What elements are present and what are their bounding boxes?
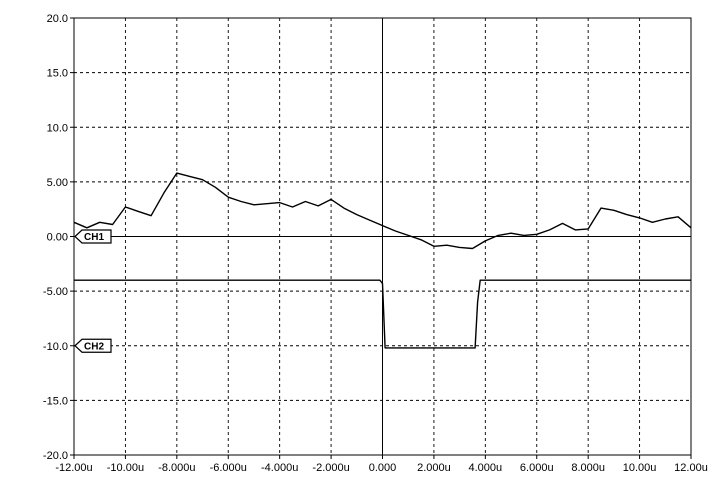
y-tick-label: 15.0 [47, 68, 68, 80]
x-tick-label: -2.000u [312, 462, 349, 474]
y-tick-label: 10.0 [47, 122, 68, 134]
x-tick-label: -12.00u [55, 462, 92, 474]
x-tick-label: -10.00u [107, 462, 144, 474]
y-tick-label: -20.0 [43, 450, 68, 462]
series-traces [73, 172, 692, 349]
y-tick-label: 0.00 [47, 232, 68, 244]
y-tick-label: 5.00 [47, 177, 68, 189]
channel-marker-arrow [74, 229, 112, 244]
x-tick-label: 8.000u [571, 462, 605, 474]
x-tick-label: 0.000 [369, 462, 397, 474]
x-tick-label: -4.000u [261, 462, 298, 474]
series-line-ch1 [73, 172, 692, 250]
axes [70, 17, 692, 459]
x-tick-label: 4.000u [469, 462, 503, 474]
x-tick-label: 2.000u [417, 462, 451, 474]
x-tick-label: 12.00u [674, 462, 708, 474]
y-tick-label: -5.00 [43, 286, 68, 298]
channel-markers: CH1 CH2 [74, 229, 112, 353]
x-tick-label: -8.000u [158, 462, 195, 474]
channel-marker-label: CH2 [84, 341, 104, 352]
channel-marker-label: CH1 [84, 232, 104, 243]
series-line-ch2 [74, 279, 691, 349]
tick-labels: -12.00u -10.00u -8.000u -6.000u -4.000u -2.00… [43, 13, 708, 474]
x-tick-label: -6.000u [210, 462, 247, 474]
x-tick-label: 10.00u [623, 462, 657, 474]
channel-marker-arrow [74, 338, 112, 353]
channel-marker-ch2: CH2 [74, 338, 112, 353]
channel-marker-ch1: CH1 [74, 229, 112, 244]
y-tick-label: -15.0 [43, 395, 68, 407]
x-tick-label: 6.000u [520, 462, 554, 474]
y-tick-label: 20.0 [47, 13, 68, 25]
y-tick-label: -10.0 [43, 341, 68, 353]
